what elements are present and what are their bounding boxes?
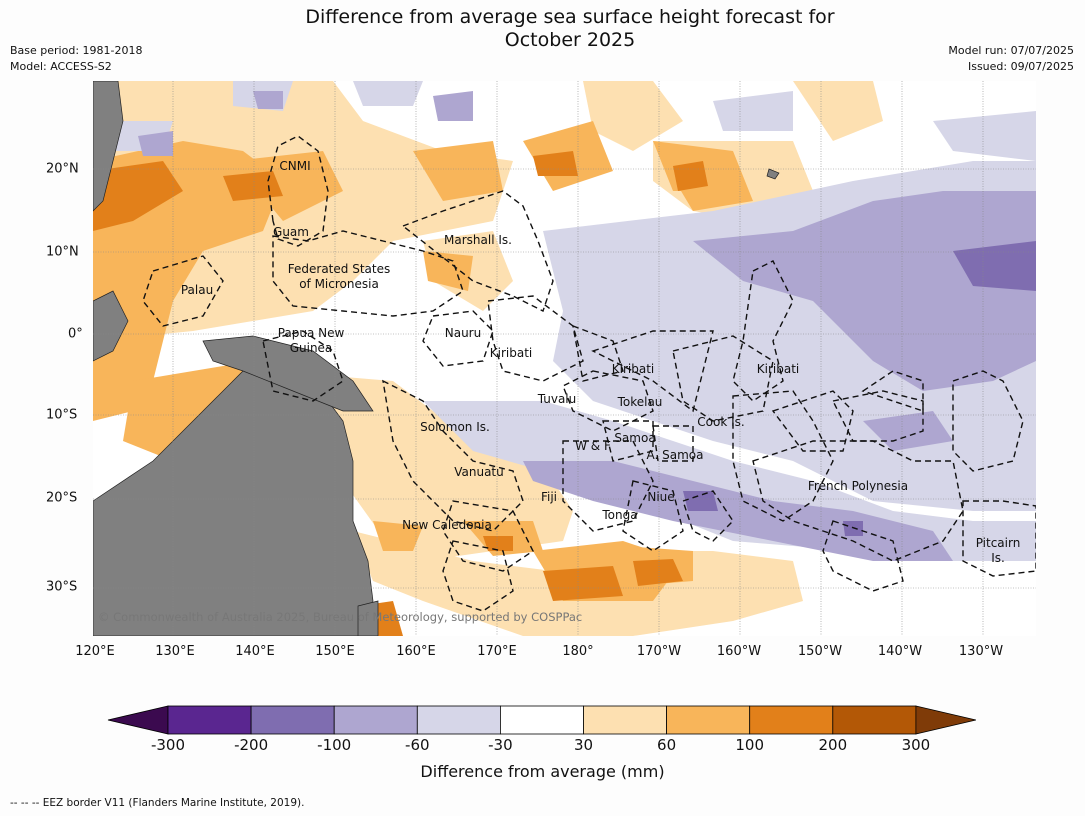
colorbar-tick: 300 [901, 736, 931, 754]
colorbar-segment [583, 705, 667, 735]
label-fsm-line2: of Micronesia [299, 277, 379, 291]
y-tick-10n: 10°N [46, 244, 79, 260]
colorbar-segment [499, 705, 584, 735]
eez-borders [142, 135, 1036, 612]
colorbar-segment [250, 705, 335, 735]
y-tick-equator: 0° [68, 326, 83, 342]
eez-footnote: -- -- -- EEZ border V11 (Flanders Marine… [10, 797, 305, 809]
colorbar-tick: 200 [818, 736, 848, 754]
label-png-line2: Guinea [290, 341, 333, 355]
label-pitcairn-line2: Is. [991, 551, 1005, 565]
colorbar-tick: 60 [657, 736, 677, 754]
y-tick-20s: 20°S [46, 490, 78, 506]
label-kiribati-central: Kiribati [612, 362, 654, 376]
x-tick-180: 180° [562, 644, 594, 659]
x-tick-120e: 120°E [75, 644, 115, 659]
colorbar-tick: -100 [317, 736, 352, 754]
base-period: Base period: 1981-2018 [10, 44, 143, 57]
y-tick-20n: 20°N [46, 161, 79, 177]
label-kiribati-east: Kiribati [757, 362, 799, 376]
y-tick-10s: 10°S [46, 407, 78, 423]
x-tick-130w: 130°W [958, 644, 1004, 659]
label-kiribati-west: Kiribati [490, 346, 532, 360]
graticule [93, 81, 1036, 636]
colorbar-segment [333, 705, 418, 735]
label-cnmi: CNMI [279, 159, 310, 173]
colorbar-segment [832, 705, 917, 735]
model-run: Model run: 07/07/2025 [948, 44, 1074, 57]
label-marshall-islands: Marshall Is. [444, 233, 512, 247]
label-french-polynesia: French Polynesia [808, 479, 908, 493]
colorbar-tick: -60 [405, 736, 430, 754]
colorbar-tick: -30 [488, 736, 513, 754]
new-guinea [202, 335, 374, 412]
issued-date: Issued: 09/07/2025 [967, 60, 1074, 73]
label-american-samoa: A. Samoa [647, 448, 704, 462]
x-tick-150w: 150°W [797, 644, 843, 659]
label-tokelau: Tokelau [617, 395, 663, 409]
label-fiji: Fiji [541, 490, 557, 504]
colorbar-segment [666, 705, 751, 735]
meta-right: Model run: 07/07/2025 Issued: 09/07/2025 [948, 43, 1074, 75]
colorbar-tick: 30 [573, 736, 594, 754]
label-fsm-line1: Federated States [288, 262, 390, 276]
label-guam: Guam [273, 225, 309, 239]
colorbar [107, 705, 976, 735]
label-nauru: Nauru [445, 326, 481, 340]
x-tick-170e: 170°E [477, 644, 517, 659]
colorbar-segment [416, 705, 501, 735]
label-wallis-futuna: W & F [575, 439, 611, 453]
label-solomon-islands: Solomon Is. [420, 420, 490, 434]
hawaii [766, 168, 780, 180]
colorbar-extend-high [915, 705, 976, 735]
label-niue: Niue [647, 490, 674, 504]
anomaly-negative-strong [683, 241, 1036, 536]
x-tick-130e: 130°E [155, 644, 195, 659]
label-tonga: Tonga [601, 508, 637, 522]
colorbar-extend-low [107, 705, 169, 735]
x-tick-170w: 170°W [636, 644, 682, 659]
colorbar-tick: -300 [150, 736, 186, 754]
region-labels: CNMI Guam Marshall Is. Federated States … [181, 159, 1020, 565]
new-zealand-edge [357, 600, 379, 636]
label-new-caledonia: New Caledonia [402, 518, 492, 532]
philippines [93, 81, 124, 212]
colorbar-tick: 100 [735, 736, 765, 754]
colorbar-title: Difference from average (mm) [420, 762, 665, 781]
meta-left: Base period: 1981-2018 Model: ACCESS-S2 [10, 43, 142, 75]
copyright-notice: © Commonwealth of Australia 2025, Bureau… [98, 610, 582, 624]
x-tick-140w: 140°W [877, 644, 923, 659]
model-name: Model: ACCESS-S2 [10, 60, 112, 73]
y-tick-30s: 30°S [46, 579, 78, 595]
x-tick-140e: 140°E [235, 644, 275, 659]
label-pitcairn-line1: Pitcairn [976, 536, 1021, 550]
label-cook-islands: Cook Is. [697, 415, 744, 429]
x-tick-160w: 160°W [716, 644, 762, 659]
label-samoa: Samoa [614, 431, 655, 445]
colorbar-segment [167, 705, 252, 735]
map-title: Difference from average sea surface heig… [0, 6, 1085, 52]
colorbar-segment [749, 705, 834, 735]
title-line-2: October 2025 [504, 29, 636, 51]
landmasses [93, 81, 780, 636]
label-palau: Palau [181, 283, 213, 297]
label-vanuatu: Vanuatu [454, 465, 504, 479]
x-tick-160e: 160°E [396, 644, 436, 659]
label-png-line1: Papua New [278, 326, 345, 340]
title-line-1: Difference from average sea surface heig… [305, 6, 835, 28]
colorbar-tick: -200 [234, 736, 269, 754]
x-tick-150e: 150°E [315, 644, 355, 659]
borneo-sulawesi [93, 290, 129, 362]
label-tuvalu: Tuvalu [537, 392, 577, 406]
map-panel: © Commonwealth of Australia 2025, Bureau… [93, 81, 1036, 636]
